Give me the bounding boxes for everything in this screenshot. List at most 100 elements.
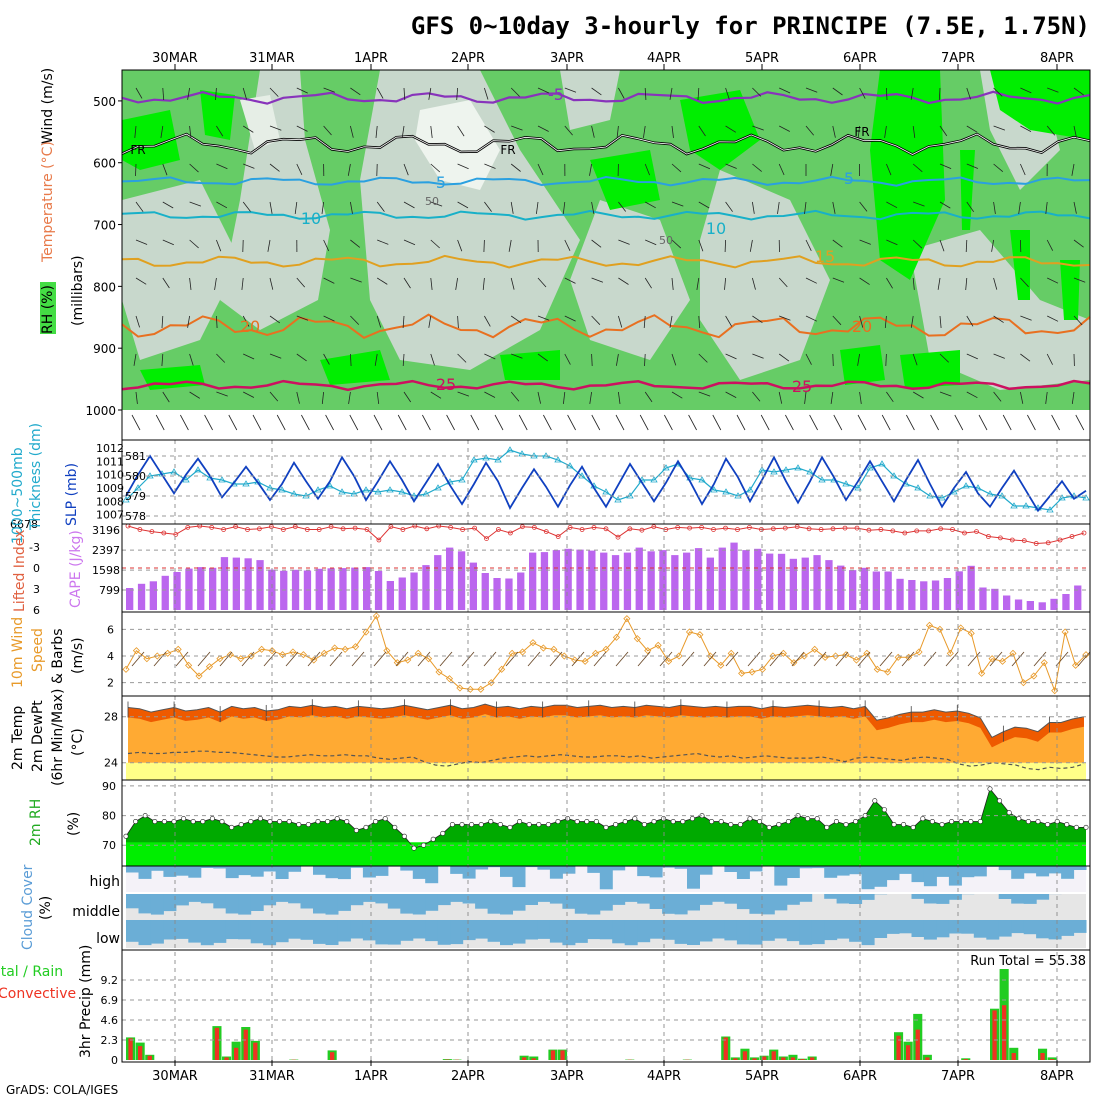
contour-label: 20 [240, 317, 260, 336]
wind-barb [430, 201, 443, 207]
wind-barb [430, 277, 433, 290]
wind-barb [296, 353, 307, 362]
cloud-cover-cell [861, 920, 875, 946]
cape-bar [967, 565, 975, 610]
cape-bar [1003, 595, 1011, 610]
contour-label: FR [130, 143, 145, 157]
wind-barb [350, 87, 361, 96]
wind-barb [269, 125, 282, 131]
rh2m-point [1025, 818, 1031, 824]
wind-barb [778, 163, 785, 176]
cloud-cover-cell [886, 920, 900, 934]
cloud-cover-cell [138, 920, 152, 946]
wind-barb [269, 87, 279, 97]
wind-barb [589, 391, 592, 404]
wind10-point [612, 633, 621, 641]
cloud-cover-cell [188, 894, 202, 902]
wind-barb [430, 353, 435, 366]
li-point [902, 530, 908, 536]
wind-barb [859, 277, 870, 285]
wind-barb [294, 201, 298, 214]
li-point [974, 529, 979, 534]
wind10-point [539, 644, 547, 652]
wind-barb [1073, 315, 1083, 326]
wind-barb [564, 353, 571, 365]
thickness-point [806, 468, 814, 475]
cloud-cover-cell [225, 920, 239, 940]
wind-barb [618, 277, 629, 285]
rh2m-point [728, 821, 734, 827]
wind-barb [671, 353, 677, 366]
rh2m-point [1016, 816, 1022, 822]
temp-axis-label-2: 2m DewPt [30, 700, 46, 772]
rh-moist-area [960, 150, 975, 230]
wind10-barb [923, 651, 937, 667]
cloud-cover-cell [574, 894, 588, 914]
wind-barb [832, 353, 834, 367]
thickness-axis-label-2: 1000~500mb [10, 447, 26, 544]
rh2m-point [411, 845, 417, 851]
cloud-cover-cell [500, 920, 513, 946]
wind10-barb [263, 651, 277, 667]
li-point [531, 525, 537, 530]
thickness-point [878, 460, 886, 467]
rh2m-point [181, 816, 187, 822]
wind-barb [618, 239, 630, 245]
wind-barb [323, 277, 335, 284]
cloud-cover-cell [350, 894, 364, 906]
wind10-point [675, 652, 683, 660]
li-point [460, 527, 466, 532]
rh2m-point [747, 816, 753, 822]
cloud-cover-cell [687, 894, 700, 911]
wind-barb [537, 125, 549, 132]
wind10-point [717, 661, 725, 669]
wind-barb [804, 201, 807, 214]
wind-barb [162, 87, 165, 101]
wind-barb [403, 201, 415, 209]
cape-bar [872, 571, 880, 610]
wind-barb [966, 315, 974, 327]
rh-moist-area [990, 70, 1090, 140]
wind-barb [543, 414, 552, 431]
wind-barb [267, 239, 271, 252]
wind-barb [736, 414, 746, 431]
date-label-top: 3APR [550, 51, 584, 66]
cloud-cover-cell [612, 920, 626, 944]
wind-barb [376, 391, 380, 404]
wind-barb [350, 201, 353, 214]
wind-barb [296, 163, 303, 175]
wind-barb [591, 315, 601, 325]
wind-barb [618, 391, 621, 404]
wind-barb [615, 414, 625, 431]
rh2m-point [277, 818, 283, 824]
cloud-cover-cell [462, 866, 476, 879]
thickness-point [1022, 502, 1030, 509]
wind-barb [886, 163, 892, 176]
wind-barb [671, 277, 674, 290]
precip-convective-bar [906, 1045, 911, 1060]
cloud-cover-cell [774, 894, 788, 911]
wind-barb [698, 239, 704, 252]
cape-bar [434, 555, 442, 610]
cloud-cover-cell [350, 866, 364, 868]
date-label-top: 4APR [647, 51, 681, 66]
thickness-point [818, 476, 826, 483]
cloud-cover-cell [861, 894, 875, 900]
slp-tick-label: 1010 [96, 469, 124, 482]
cloud-cover-cell [537, 920, 551, 939]
rh2m-point [325, 818, 331, 824]
wind10-tick-label: 2 [107, 677, 114, 690]
cloud-cover-cell [699, 920, 713, 942]
wind-barb [859, 87, 866, 99]
rh2m-point [152, 818, 158, 824]
wind-barb [296, 87, 308, 94]
wind10-barb [615, 651, 629, 667]
wind10-point [195, 672, 203, 680]
wind-barb [939, 315, 942, 329]
li-point [950, 527, 955, 532]
wind-barb [939, 391, 952, 397]
wind-barb [1046, 239, 1054, 251]
precip-convective-bar [925, 1057, 930, 1060]
rh2m-point [958, 818, 964, 824]
thickness-point [398, 488, 406, 495]
